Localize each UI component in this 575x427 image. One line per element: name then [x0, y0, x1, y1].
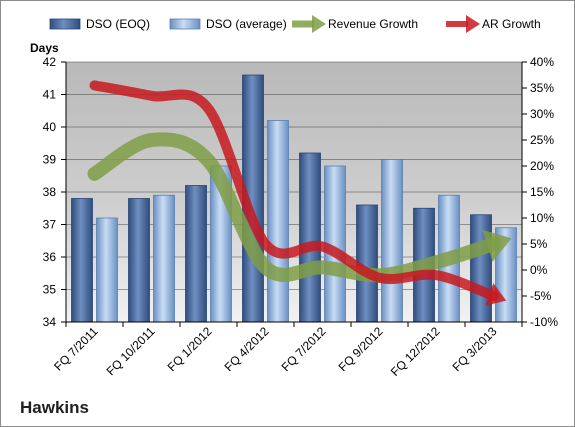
y-tick-label: 39: [43, 153, 57, 167]
y-tick-label: 41: [43, 88, 57, 102]
legend-swatch-arrow-revenue-growth: [312, 15, 326, 33]
x-tick-label: FQ 4/2012: [222, 324, 272, 374]
y2-tick-label: 15%: [530, 185, 554, 199]
y2-tick-label: 0%: [530, 263, 548, 277]
legend-label: AR Growth: [482, 17, 541, 31]
x-tick-label: FQ 7/2011: [51, 324, 101, 374]
bar-dso-eoq: [470, 214, 492, 323]
arrowhead-revenue-growth: [482, 229, 512, 262]
legend-label: Revenue Growth: [328, 17, 418, 31]
line-revenue-growth: [87, 132, 501, 283]
y2-tick-label: 20%: [530, 159, 554, 173]
y2-tick-label: 35%: [530, 81, 554, 95]
y2-tick-label: 25%: [530, 133, 554, 147]
bar-dso-average: [267, 120, 289, 323]
legend-swatch-dso-average: [169, 18, 201, 30]
y-tick-label: 42: [43, 55, 57, 69]
line-ar-growth: [89, 80, 499, 301]
y-tick-label: 37: [43, 218, 57, 232]
y-tick-label: 34: [43, 315, 57, 329]
x-tick-label: FQ 1/2012: [165, 324, 215, 374]
y-tick-label: 36: [43, 250, 57, 264]
x-tick-label: FQ 9/2012: [336, 324, 386, 374]
legend-label: DSO (average): [206, 17, 287, 31]
bar-dso-average: [381, 159, 403, 323]
x-tick-label: FQ 7/2012: [279, 324, 329, 374]
bar-dso-eoq: [71, 198, 93, 323]
y-tick-label: 35: [43, 283, 57, 297]
x-tick-label: FQ 12/2012: [388, 324, 443, 379]
legend-label: DSO (EOQ): [86, 17, 150, 31]
growth-lines: [87, 80, 512, 306]
bar-dso-eoq: [185, 185, 207, 323]
arrowhead-ar-growth: [485, 283, 507, 306]
y2-tick-label: 30%: [530, 107, 554, 121]
y2-tick-label: 5%: [530, 237, 548, 251]
bar-dso-eoq: [128, 198, 150, 323]
y-axis-title: Days: [30, 41, 59, 55]
legend-swatch-arrow-ar-growth: [466, 15, 480, 33]
company-label: Hawkins: [20, 398, 89, 417]
y2-tick-label: 10%: [530, 211, 554, 225]
y-tick-label: 40: [43, 120, 57, 134]
x-tick-label: FQ 10/2011: [104, 324, 158, 378]
y2-tick-label: 40%: [530, 55, 554, 69]
x-tick-label: FQ 3/2013: [450, 324, 500, 374]
bar-dso-eoq: [299, 152, 321, 323]
y2-tick-label: -5%: [530, 289, 552, 303]
legend: DSO (EOQ) DSO (average) Revenue Growth AR G…: [49, 15, 541, 33]
bar-dso-average: [153, 194, 175, 323]
y2-tick-label: -10%: [530, 315, 558, 329]
legend-swatch-dso-eoq: [49, 18, 81, 30]
bar-dso-average: [96, 217, 118, 323]
y-tick-label: 38: [43, 185, 57, 199]
